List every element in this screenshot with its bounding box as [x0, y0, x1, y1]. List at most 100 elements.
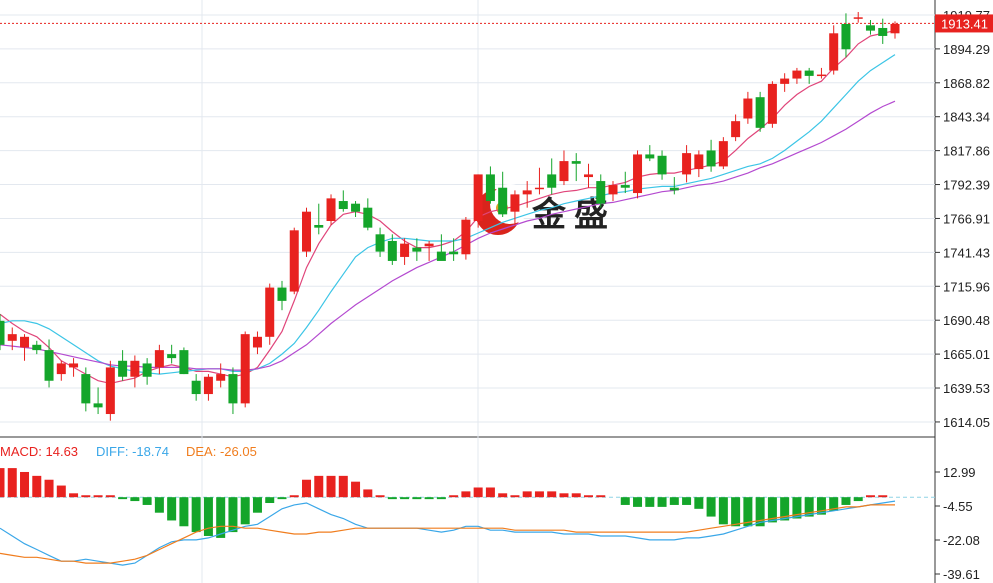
macd-axis-labels: 12.99 -4.55 -22.08 -39.61 [935, 465, 980, 582]
candle[interactable] [252, 331, 262, 355]
candle[interactable] [32, 340, 42, 355]
candle[interactable] [387, 234, 397, 265]
candle-body [338, 201, 348, 210]
candle[interactable] [755, 91, 765, 132]
candle[interactable] [400, 238, 410, 265]
candle[interactable] [865, 19, 875, 35]
candle-body [20, 336, 30, 348]
candle[interactable] [0, 314, 5, 351]
candle[interactable] [816, 67, 826, 79]
candle-body [412, 247, 422, 252]
dea-line [0, 504, 895, 564]
candle[interactable] [792, 67, 802, 84]
candle[interactable] [645, 145, 655, 162]
candle[interactable] [167, 344, 177, 364]
candle[interactable] [706, 139, 716, 172]
candle[interactable] [228, 367, 238, 415]
macd-tick-label: 12.99 [943, 465, 976, 480]
candle[interactable] [682, 145, 692, 183]
candle[interactable] [44, 339, 54, 388]
candle[interactable] [804, 67, 814, 84]
moving-averages [0, 30, 896, 385]
candle[interactable] [743, 91, 753, 124]
candle-body [265, 287, 275, 337]
candle[interactable] [596, 174, 606, 208]
macd-bar [412, 497, 422, 500]
candle-body [473, 174, 483, 221]
candle-body [375, 234, 385, 252]
candle[interactable] [841, 13, 851, 58]
candle[interactable] [289, 227, 299, 295]
candle[interactable] [731, 114, 741, 142]
candle[interactable] [657, 150, 667, 180]
candle[interactable] [375, 227, 385, 257]
candle[interactable] [853, 12, 863, 23]
candle[interactable] [767, 81, 777, 128]
candle[interactable] [485, 166, 495, 204]
candle[interactable] [154, 344, 164, 375]
candle[interactable] [105, 360, 115, 421]
candle[interactable] [69, 358, 79, 377]
candle[interactable] [302, 207, 312, 257]
candle-body [608, 185, 618, 195]
candle[interactable] [878, 18, 888, 44]
candle[interactable] [534, 167, 544, 195]
candle[interactable] [559, 150, 569, 186]
candle[interactable] [436, 234, 446, 261]
candle[interactable] [473, 174, 483, 228]
candle[interactable] [424, 240, 434, 261]
candle-body [69, 363, 79, 368]
candle[interactable] [179, 347, 189, 375]
candle[interactable] [314, 203, 324, 235]
candle[interactable] [265, 283, 275, 345]
candle[interactable] [351, 201, 361, 218]
macd-bar [816, 497, 826, 515]
macd-bar [105, 495, 115, 498]
candle[interactable] [780, 73, 790, 92]
macd-bar [240, 497, 250, 525]
candle[interactable] [498, 171, 508, 218]
candle[interactable] [718, 137, 728, 170]
candle[interactable] [608, 181, 618, 202]
candle-body [583, 174, 593, 178]
candle[interactable] [118, 350, 128, 381]
candle[interactable] [522, 181, 532, 208]
candle[interactable] [277, 280, 287, 311]
candle[interactable] [56, 360, 66, 381]
candle[interactable] [829, 25, 839, 75]
candle[interactable] [412, 238, 422, 261]
candle-body [314, 224, 324, 228]
candle-body [792, 70, 802, 79]
price-tick-label: 1894.29 [943, 42, 990, 57]
candle[interactable] [363, 198, 373, 231]
candle[interactable] [93, 387, 103, 415]
candle[interactable] [890, 21, 900, 39]
candle[interactable] [510, 190, 520, 225]
macd-bar [682, 497, 692, 505]
candle[interactable] [571, 153, 581, 182]
candle[interactable] [338, 190, 348, 212]
candle[interactable] [694, 150, 704, 178]
macd-bar [571, 493, 581, 498]
candle[interactable] [191, 374, 201, 401]
candle[interactable] [461, 217, 471, 260]
candle[interactable] [669, 177, 679, 195]
macd-bar [780, 497, 790, 521]
candle[interactable] [449, 238, 459, 261]
candle[interactable] [547, 158, 557, 195]
candle[interactable] [130, 355, 140, 388]
candle[interactable] [81, 367, 91, 412]
candle[interactable] [216, 363, 226, 388]
candle[interactable] [20, 334, 30, 361]
candle[interactable] [326, 194, 336, 225]
candle[interactable] [620, 171, 630, 194]
candle-body [93, 403, 103, 408]
candle[interactable] [142, 358, 152, 385]
candle[interactable] [203, 374, 213, 401]
candle[interactable] [583, 163, 593, 188]
candle[interactable] [633, 150, 643, 199]
candle[interactable] [240, 331, 250, 408]
price-tick-label: 1665.01 [943, 347, 990, 362]
candle[interactable] [7, 327, 17, 351]
